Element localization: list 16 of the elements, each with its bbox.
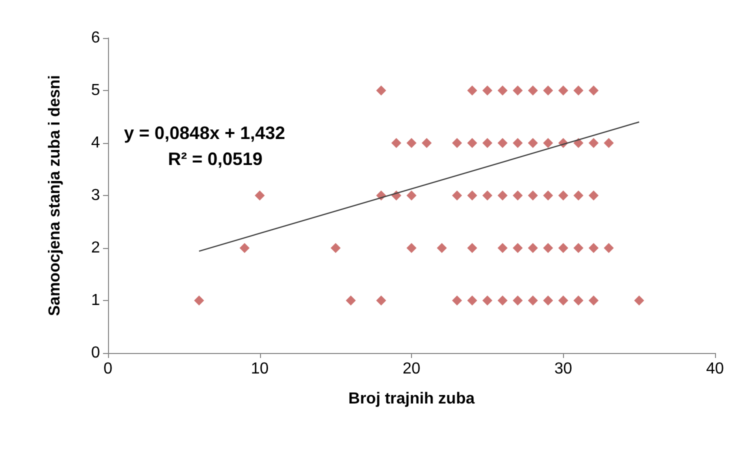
y-tick-label: 1 (91, 292, 100, 309)
x-tick-label: 0 (104, 360, 113, 378)
x-axis-title: Broj trajnih zuba (348, 390, 475, 408)
x-tick-label: 10 (250, 360, 269, 378)
y-tick-label: 2 (91, 240, 100, 256)
annotation: R² = 0,0519 (168, 149, 263, 169)
y-tick-label: 0 (91, 344, 100, 362)
x-tick-label: 40 (706, 360, 724, 378)
y-tick-label: 4 (91, 134, 100, 152)
y-tick-label: 5 (91, 82, 100, 99)
y-tick-label: 6 (91, 30, 100, 46)
x-tick-label: 30 (554, 360, 572, 378)
x-tick-label: 20 (402, 360, 420, 378)
y-axis-title: Samoocjena stanja zuba i desni (46, 75, 64, 316)
y-tick-label: 3 (91, 187, 100, 204)
annotation: y = 0,0848x + 1,432 (124, 123, 286, 143)
